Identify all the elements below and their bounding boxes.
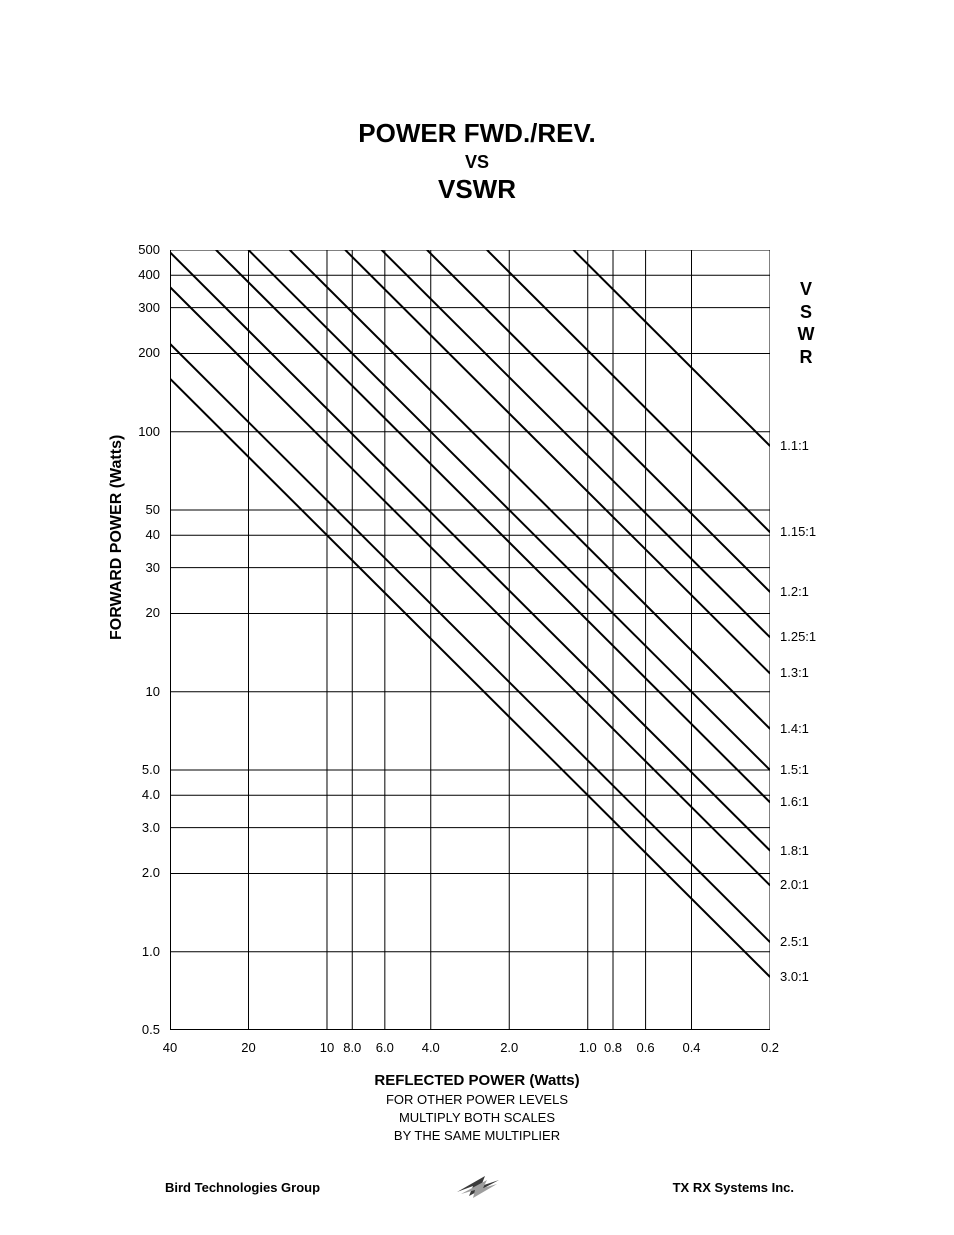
y-tick-label: 20 bbox=[120, 605, 160, 620]
y-tick-label: 50 bbox=[120, 502, 160, 517]
x-axis-subline: FOR OTHER POWER LEVELS bbox=[0, 1092, 954, 1107]
y-tick-label: 0.5 bbox=[120, 1022, 160, 1037]
x-tick-label: 0.2 bbox=[761, 1040, 779, 1055]
y-tick-label: 300 bbox=[120, 300, 160, 315]
vswr-line-label: 1.8:1 bbox=[780, 843, 809, 858]
vswr-line-label: 1.4:1 bbox=[780, 721, 809, 736]
footer-right-text: TX RX Systems Inc. bbox=[673, 1180, 794, 1195]
vswr-line-label: 1.25:1 bbox=[780, 629, 816, 644]
vswr-header-letter: S bbox=[796, 301, 816, 324]
y-tick-label: 1.0 bbox=[120, 944, 160, 959]
vswr-line-label: 1.3:1 bbox=[780, 665, 809, 680]
y-tick-label: 10 bbox=[120, 684, 160, 699]
y-tick-label: 100 bbox=[120, 424, 160, 439]
x-tick-label: 10 bbox=[320, 1040, 334, 1055]
chart-svg bbox=[170, 250, 770, 1030]
y-tick-label: 3.0 bbox=[120, 820, 160, 835]
y-tick-label: 40 bbox=[120, 527, 160, 542]
x-tick-label: 1.0 bbox=[579, 1040, 597, 1055]
vswr-header-letter: R bbox=[796, 346, 816, 369]
title-line-3: VSWR bbox=[0, 174, 954, 205]
y-tick-label: 400 bbox=[120, 267, 160, 282]
vswr-line-label: 2.5:1 bbox=[780, 934, 809, 949]
y-tick-label: 2.0 bbox=[120, 865, 160, 880]
y-tick-label: 200 bbox=[120, 345, 160, 360]
vswr-line-label: 2.0:1 bbox=[780, 877, 809, 892]
x-tick-label: 6.0 bbox=[376, 1040, 394, 1055]
y-tick-label: 500 bbox=[120, 242, 160, 257]
vswr-line-label: 1.2:1 bbox=[780, 584, 809, 599]
vswr-header-letter: W bbox=[796, 323, 816, 346]
y-tick-label: 4.0 bbox=[120, 787, 160, 802]
x-axis-subline: MULTIPLY BOTH SCALES bbox=[0, 1110, 954, 1125]
footer-left-text: Bird Technologies Group bbox=[165, 1180, 320, 1195]
x-tick-label: 0.4 bbox=[682, 1040, 700, 1055]
vswr-header-letter: V bbox=[796, 278, 816, 301]
page: POWER FWD./REV. VS VSWR FORWARD POWER (W… bbox=[0, 0, 954, 1235]
vswr-line-label: 3.0:1 bbox=[780, 969, 809, 984]
chart-plot-area bbox=[170, 250, 770, 1030]
y-tick-label: 30 bbox=[120, 560, 160, 575]
x-axis-label: REFLECTED POWER (Watts) bbox=[0, 1072, 954, 1089]
x-tick-label: 8.0 bbox=[343, 1040, 361, 1055]
title-line-1: POWER FWD./REV. bbox=[0, 118, 954, 149]
x-tick-label: 4.0 bbox=[422, 1040, 440, 1055]
x-tick-label: 40 bbox=[163, 1040, 177, 1055]
footer-logo-icon bbox=[447, 1170, 507, 1207]
x-axis-subline: BY THE SAME MULTIPLIER bbox=[0, 1128, 954, 1143]
vswr-line-label: 1.1:1 bbox=[780, 438, 809, 453]
x-tick-label: 0.8 bbox=[604, 1040, 622, 1055]
vswr-line-label: 1.6:1 bbox=[780, 794, 809, 809]
y-tick-label: 5.0 bbox=[120, 762, 160, 777]
x-tick-label: 0.6 bbox=[637, 1040, 655, 1055]
vswr-header: V S W R bbox=[796, 278, 816, 368]
vswr-line-label: 1.5:1 bbox=[780, 762, 809, 777]
x-tick-label: 20 bbox=[241, 1040, 255, 1055]
title-line-2: VS bbox=[0, 152, 954, 173]
x-tick-label: 2.0 bbox=[500, 1040, 518, 1055]
vswr-line-label: 1.15:1 bbox=[780, 524, 816, 539]
